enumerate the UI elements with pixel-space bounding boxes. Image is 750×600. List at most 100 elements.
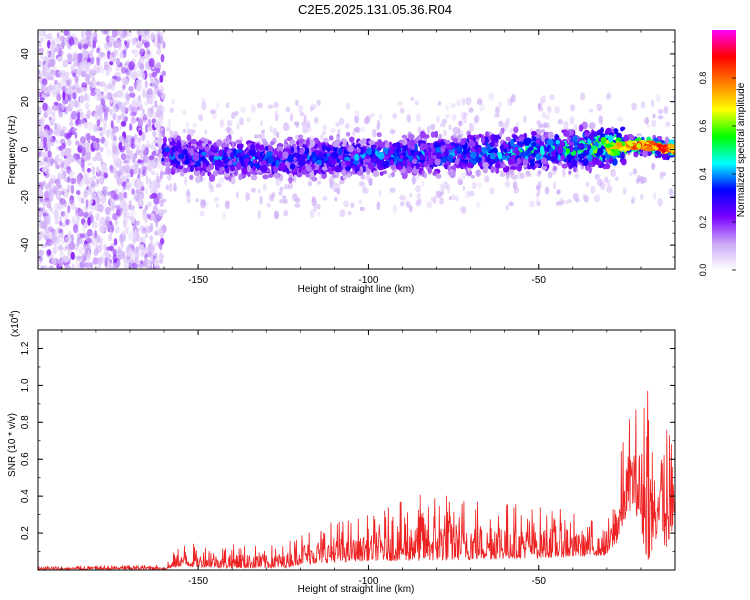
heatmap-cell xyxy=(531,142,536,147)
heatmap-cell xyxy=(97,49,103,57)
heatmap-cell xyxy=(315,159,323,165)
heatmap-cell xyxy=(42,201,47,208)
heatmap-cell xyxy=(61,126,67,132)
heatmap-cell xyxy=(182,110,187,116)
heatmap-cell xyxy=(262,174,269,180)
heatmap-cell xyxy=(292,193,298,202)
heatmap-cell xyxy=(123,206,129,213)
heatmap-cell xyxy=(153,257,159,267)
heatmap-cell xyxy=(414,143,418,151)
heatmap-cell xyxy=(410,144,416,151)
heatmap-cell xyxy=(79,233,86,239)
heatmap-cell xyxy=(87,167,91,173)
heatmap-cell xyxy=(246,117,251,123)
heatmap-cell xyxy=(160,105,166,113)
heatmap-cell xyxy=(81,198,85,204)
heatmap-cell xyxy=(119,135,125,141)
heatmap-cell xyxy=(358,147,365,155)
heatmap-cell xyxy=(230,176,236,185)
heatmap-cell xyxy=(409,192,413,198)
heatmap-cell xyxy=(190,139,198,144)
heatmap-cell xyxy=(669,190,675,199)
heatmap-cell xyxy=(201,101,207,111)
heatmap-cell xyxy=(216,102,220,109)
heatmap-cell xyxy=(95,95,100,101)
heatmap-cell xyxy=(38,262,41,268)
heatmap-cell xyxy=(465,96,472,106)
heatmap-cell xyxy=(80,136,86,144)
heatmap-cell xyxy=(106,223,111,231)
heatmap-cell xyxy=(133,189,140,199)
heatmap-cell xyxy=(133,219,137,229)
heatmap-cell xyxy=(407,147,411,156)
heatmap-cell xyxy=(38,30,44,38)
heatmap-cell xyxy=(126,251,132,257)
heatmap-cell xyxy=(299,148,305,155)
heatmap-cell xyxy=(378,114,383,120)
heatmap-cell xyxy=(676,147,681,153)
heatmap-cell xyxy=(38,231,45,238)
heatmap-cell xyxy=(139,63,145,71)
heatmap-cell xyxy=(137,136,142,143)
heatmap-cell xyxy=(240,157,244,165)
heatmap-cell xyxy=(225,135,230,144)
heatmap-cell xyxy=(53,79,58,86)
heatmap-cell xyxy=(296,173,303,178)
heatmap-cell xyxy=(99,216,105,225)
heatmap-cell xyxy=(205,166,212,172)
heatmap-cell xyxy=(71,85,76,91)
heatmap-cell xyxy=(119,113,126,121)
heatmap-cell xyxy=(49,157,54,167)
heatmap-cell xyxy=(158,37,163,45)
heatmap-cell xyxy=(363,188,369,194)
heatmap-cell xyxy=(268,173,274,178)
heatmap-cell xyxy=(551,151,556,157)
heatmap-cell xyxy=(84,102,90,110)
heatmap-cell xyxy=(87,216,91,226)
heatmap-cell xyxy=(76,53,82,63)
colorbar-label: Normalized spectral amplitude xyxy=(736,82,747,217)
snr-panel: -150 -100 -50 0.20.40.60.81.01.2 Height of… xyxy=(7,310,676,595)
heatmap-cell xyxy=(208,174,216,182)
heatmap-cell xyxy=(416,113,422,122)
heatmap-cell xyxy=(74,132,78,139)
heatmap-cell xyxy=(444,164,449,170)
heatmap-cell xyxy=(547,123,551,130)
heatmap-cell xyxy=(55,73,61,78)
heatmap-cell xyxy=(120,239,124,249)
heatmap-cell xyxy=(645,146,653,151)
heatmap-cell xyxy=(102,109,109,115)
heatmap-cell xyxy=(85,30,92,37)
heatmap-cell xyxy=(147,143,151,149)
heatmap-cell xyxy=(460,111,466,120)
heatmap-cell xyxy=(90,191,97,199)
heatmap-cell xyxy=(257,189,261,194)
heatmap-cell xyxy=(41,82,46,92)
heatmap-cell xyxy=(281,151,289,159)
snr-y-tick-label: 0.6 xyxy=(20,452,31,466)
heatmap-cell xyxy=(461,97,466,106)
heatmap-cell xyxy=(466,134,473,139)
heatmap-cell xyxy=(42,114,46,123)
heatmap-cell xyxy=(620,151,625,160)
heatmap-cell xyxy=(162,41,166,49)
heatmap-cell xyxy=(255,143,260,150)
heatmap-cell xyxy=(83,121,87,128)
heatmap-cell xyxy=(85,36,91,41)
heatmap-cell xyxy=(366,147,373,156)
heatmap-cell xyxy=(76,159,82,165)
heatmap-cell xyxy=(594,193,601,203)
heatmap-cell xyxy=(131,178,137,188)
heatmap-cell xyxy=(230,152,235,160)
heatmap-cell xyxy=(236,152,241,157)
heatmap-cell xyxy=(112,102,116,111)
heatmap-cell xyxy=(129,38,134,45)
heatmap-cell xyxy=(85,199,89,208)
heatmap-cell xyxy=(308,149,312,156)
heatmap-cell xyxy=(48,195,54,203)
heatmap-cell xyxy=(477,182,482,189)
heatmap-cell xyxy=(491,147,498,155)
heatmap-cell xyxy=(337,128,341,135)
heatmap-cell xyxy=(157,33,161,42)
heatmap-cell xyxy=(86,261,91,269)
